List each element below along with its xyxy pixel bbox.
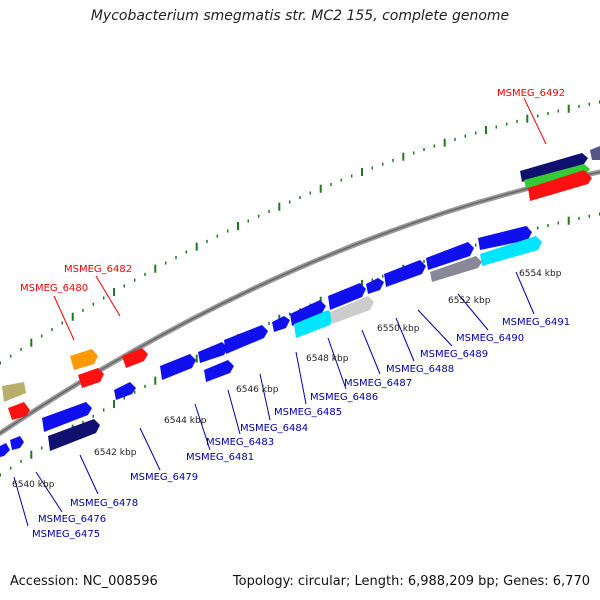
gene-label[interactable]: MSMEG_6485 <box>274 407 342 418</box>
axis-label: 6548 kbp <box>306 354 349 364</box>
gene-feature[interactable] <box>0 443 10 457</box>
gene-feature[interactable] <box>198 342 228 363</box>
axis-label: 6544 kbp <box>164 416 207 426</box>
gene-feature[interactable] <box>366 278 384 294</box>
gene-feature[interactable] <box>48 419 100 451</box>
axis-label: 6542 kbp <box>94 448 137 458</box>
gene-feature[interactable] <box>528 170 592 201</box>
gene-track-inner <box>0 236 542 457</box>
gene-label[interactable]: MSMEG_6478 <box>70 498 138 509</box>
gene-feature[interactable] <box>524 164 590 188</box>
gene-label[interactable]: MSMEG_6487 <box>344 378 412 389</box>
gene-feature[interactable] <box>272 316 290 332</box>
gene-label[interactable]: MSMEG_6492 <box>497 88 565 99</box>
gene-label[interactable]: MSMEG_6476 <box>38 514 106 525</box>
axis-label: 6554 kbp <box>519 269 562 279</box>
gene-feature[interactable] <box>204 360 234 382</box>
gene-label[interactable]: MSMEG_6480 <box>20 283 88 294</box>
gene-track-outer <box>2 146 600 420</box>
gene-feature[interactable] <box>42 402 92 432</box>
gene-feature[interactable] <box>590 146 600 160</box>
gene-feature[interactable] <box>122 348 148 368</box>
gene-feature[interactable] <box>384 260 426 287</box>
gene-feature[interactable] <box>520 153 588 182</box>
gene-label[interactable]: MSMEG_6482 <box>64 264 132 275</box>
gene-label[interactable]: MSMEG_6475 <box>32 529 100 540</box>
gene-feature[interactable] <box>328 283 366 310</box>
axis-labels: 6540 kbp 6542 kbp 6544 kbp 6546 kbp 6548… <box>12 269 562 490</box>
gene-feature[interactable] <box>426 242 474 270</box>
gene-label[interactable]: MSMEG_6483 <box>206 437 274 448</box>
gene-labels: MSMEG_6475 MSMEG_6476 MSMEG_6478 MSMEG_6… <box>20 88 570 540</box>
gene-label[interactable]: MSMEG_6491 <box>502 317 570 328</box>
accession-text: Accession: NC_008596 <box>10 574 158 589</box>
axis-label: 6552 kbp <box>448 296 491 306</box>
gene-feature[interactable] <box>78 368 104 388</box>
tick-row-outer <box>0 100 600 365</box>
axis-label: 6550 kbp <box>377 324 420 334</box>
gene-label[interactable]: MSMEG_6486 <box>310 392 378 403</box>
map-title: Mycobacterium smegmatis str. MC2 155, co… <box>90 8 510 24</box>
axis-label: 6540 kbp <box>12 480 55 490</box>
axis-label: 6546 kbp <box>236 385 279 395</box>
gene-feature[interactable] <box>430 256 482 282</box>
gene-feature[interactable] <box>114 382 136 400</box>
gene-feature[interactable] <box>480 236 542 266</box>
gene-label[interactable]: MSMEG_6489 <box>420 349 488 360</box>
gene-label[interactable]: MSMEG_6488 <box>386 364 454 375</box>
gene-label[interactable]: MSMEG_6484 <box>240 423 308 434</box>
gene-feature[interactable] <box>10 436 24 450</box>
genome-backbone <box>0 169 600 437</box>
gene-feature[interactable] <box>70 349 98 370</box>
gene-label[interactable]: MSMEG_6490 <box>456 333 524 344</box>
gene-feature[interactable] <box>8 402 30 420</box>
topology-text: Topology: circular; Length: 6,988,209 bp… <box>232 574 590 589</box>
label-leaders <box>13 97 547 527</box>
gene-feature[interactable] <box>290 300 326 326</box>
gene-feature[interactable] <box>224 325 268 354</box>
gene-feature[interactable] <box>294 310 334 338</box>
gene-label[interactable]: MSMEG_6479 <box>130 472 198 483</box>
gene-label[interactable]: MSMEG_6481 <box>186 452 254 463</box>
gene-feature[interactable] <box>2 382 26 402</box>
gene-feature[interactable] <box>330 296 374 324</box>
gene-feature[interactable] <box>478 226 532 250</box>
gene-feature[interactable] <box>160 354 196 380</box>
